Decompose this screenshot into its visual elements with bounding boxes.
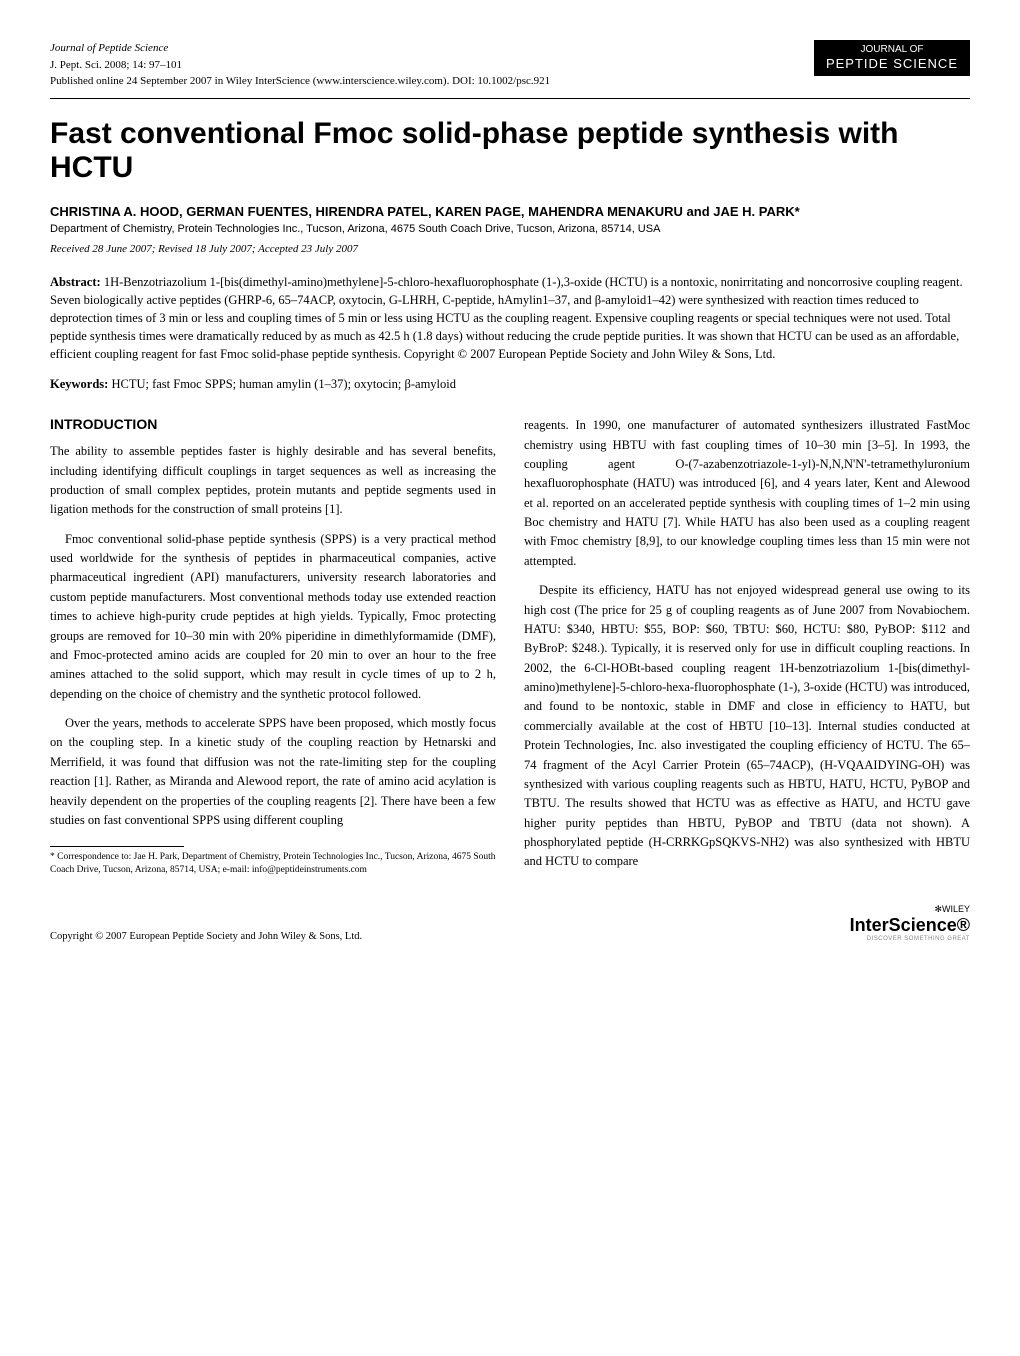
badge-top: JOURNAL OF — [826, 44, 958, 56]
wiley-logo-inter: InterScience® — [850, 915, 970, 936]
right-column: reagents. In 1990, one manufacturer of a… — [524, 416, 970, 882]
journal-name: Journal of Peptide Science — [50, 40, 550, 57]
intro-paragraph-5: Despite its efficiency, HATU has not enj… — [524, 581, 970, 872]
intro-paragraph-2: Fmoc conventional solid-phase peptide sy… — [50, 530, 496, 704]
affiliation: Department of Chemistry, Protein Technol… — [50, 223, 970, 235]
journal-badge: JOURNAL OF PEPTIDE SCIENCE — [814, 40, 970, 76]
published-line: Published online 24 September 2007 in Wi… — [50, 73, 550, 90]
authors: CHRISTINA A. HOOD, GERMAN FUENTES, HIREN… — [50, 204, 970, 219]
wiley-logo-tagline: DISCOVER SOMETHING GREAT — [850, 936, 970, 942]
article-title: Fast conventional Fmoc solid-phase pepti… — [50, 117, 970, 186]
footnote-divider — [50, 846, 184, 847]
abstract-label: Abstract: — [50, 275, 101, 289]
page-footer: Copyright © 2007 European Peptide Societ… — [50, 904, 970, 942]
journal-info: Journal of Peptide Science J. Pept. Sci.… — [50, 40, 550, 90]
keywords-text: HCTU; fast Fmoc SPPS; human amylin (1–37… — [108, 377, 456, 391]
manuscript-dates: Received 28 June 2007; Revised 18 July 2… — [50, 243, 970, 255]
correspondence-footnote: * Correspondence to: Jae H. Park, Depart… — [50, 851, 496, 877]
wiley-logo-top: ✻WILEY — [850, 904, 970, 915]
body-columns: INTRODUCTION The ability to assemble pep… — [50, 416, 970, 882]
abstract: Abstract: 1H-Benzotriazolium 1-[bis(dime… — [50, 273, 970, 364]
page-header: Journal of Peptide Science J. Pept. Sci.… — [50, 40, 970, 90]
left-column: INTRODUCTION The ability to assemble pep… — [50, 416, 496, 882]
intro-paragraph-1: The ability to assemble peptides faster … — [50, 442, 496, 520]
section-heading-introduction: INTRODUCTION — [50, 416, 496, 432]
badge-bottom: PEPTIDE SCIENCE — [826, 56, 958, 72]
keywords: Keywords: HCTU; fast Fmoc SPPS; human am… — [50, 377, 970, 392]
intro-paragraph-4: reagents. In 1990, one manufacturer of a… — [524, 416, 970, 571]
abstract-text: 1H-Benzotriazolium 1-[bis(dimethyl-amino… — [50, 275, 963, 362]
citation-line: J. Pept. Sci. 2008; 14: 97–101 — [50, 57, 550, 74]
intro-paragraph-3: Over the years, methods to accelerate SP… — [50, 714, 496, 830]
copyright-line: Copyright © 2007 European Peptide Societ… — [50, 931, 362, 942]
wiley-interscience-logo: ✻WILEY InterScience® DISCOVER SOMETHING … — [850, 904, 970, 942]
header-rule — [50, 98, 970, 99]
keywords-label: Keywords: — [50, 377, 108, 391]
